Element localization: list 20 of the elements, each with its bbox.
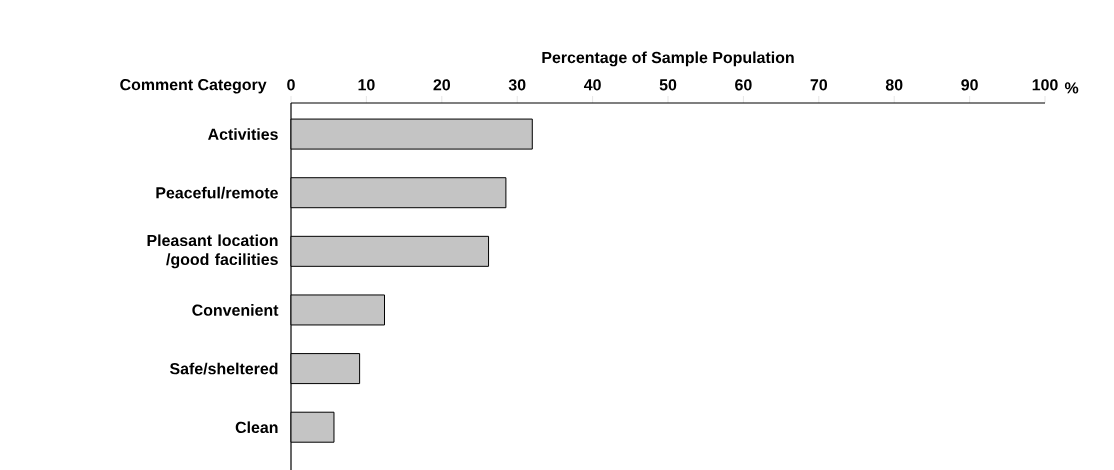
y-tick-label: Peaceful/remote: [156, 186, 278, 199]
y-tick-label: Clean: [235, 421, 278, 434]
y-axis-title: Comment Category: [120, 78, 267, 94]
x-tick-label: 0: [287, 79, 295, 91]
x-tick-label: 40: [583, 79, 601, 91]
x-axis-title: Percentage of Sample Population: [542, 51, 794, 67]
x-tick-label: 50: [659, 79, 677, 91]
x-tick-label: 60: [735, 79, 752, 91]
x-tick-label: 100: [1032, 79, 1058, 91]
y-tick-label: Safe/sheltered: [169, 362, 278, 375]
x-tick-label: 90: [961, 79, 978, 91]
x-tick-label: 70: [810, 79, 828, 91]
x-tick-label: 10: [358, 79, 375, 91]
y-tick-label: Pleasant location /good facilities: [147, 234, 278, 269]
y-tick-label: Convenient: [192, 304, 279, 316]
x-tick-label: 30: [508, 79, 526, 91]
x-tick-label: 20: [433, 79, 450, 91]
x-tick-label: 80: [885, 79, 903, 91]
y-tick-label: Activities: [208, 128, 278, 140]
text: %: [1064, 82, 1079, 94]
